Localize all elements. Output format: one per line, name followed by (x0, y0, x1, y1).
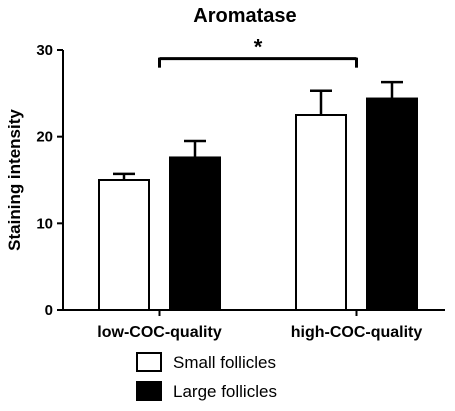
bar-large-follicles (366, 97, 418, 311)
legend-swatch-small-follicles (136, 352, 162, 372)
y-axis-label: Staining intensity (5, 109, 24, 251)
legend-swatch-large-follicles (136, 381, 162, 401)
bar-small-follicles (98, 179, 150, 311)
legend-label: Small follicles (173, 353, 276, 372)
y-tick-label: 30 (36, 42, 53, 59)
category-label: high-COC-quality (291, 324, 423, 341)
significance-marker: * (254, 35, 263, 60)
y-tick-label: 20 (36, 129, 53, 146)
legend-label: Large follicles (173, 382, 277, 401)
y-tick-label: 0 (45, 302, 53, 319)
y-tick-label: 10 (36, 215, 53, 232)
chart-title: Aromatase (193, 5, 296, 27)
bar-small-follicles (295, 114, 347, 311)
bar-large-follicles (169, 156, 221, 311)
category-label: low-COC-quality (97, 324, 222, 341)
